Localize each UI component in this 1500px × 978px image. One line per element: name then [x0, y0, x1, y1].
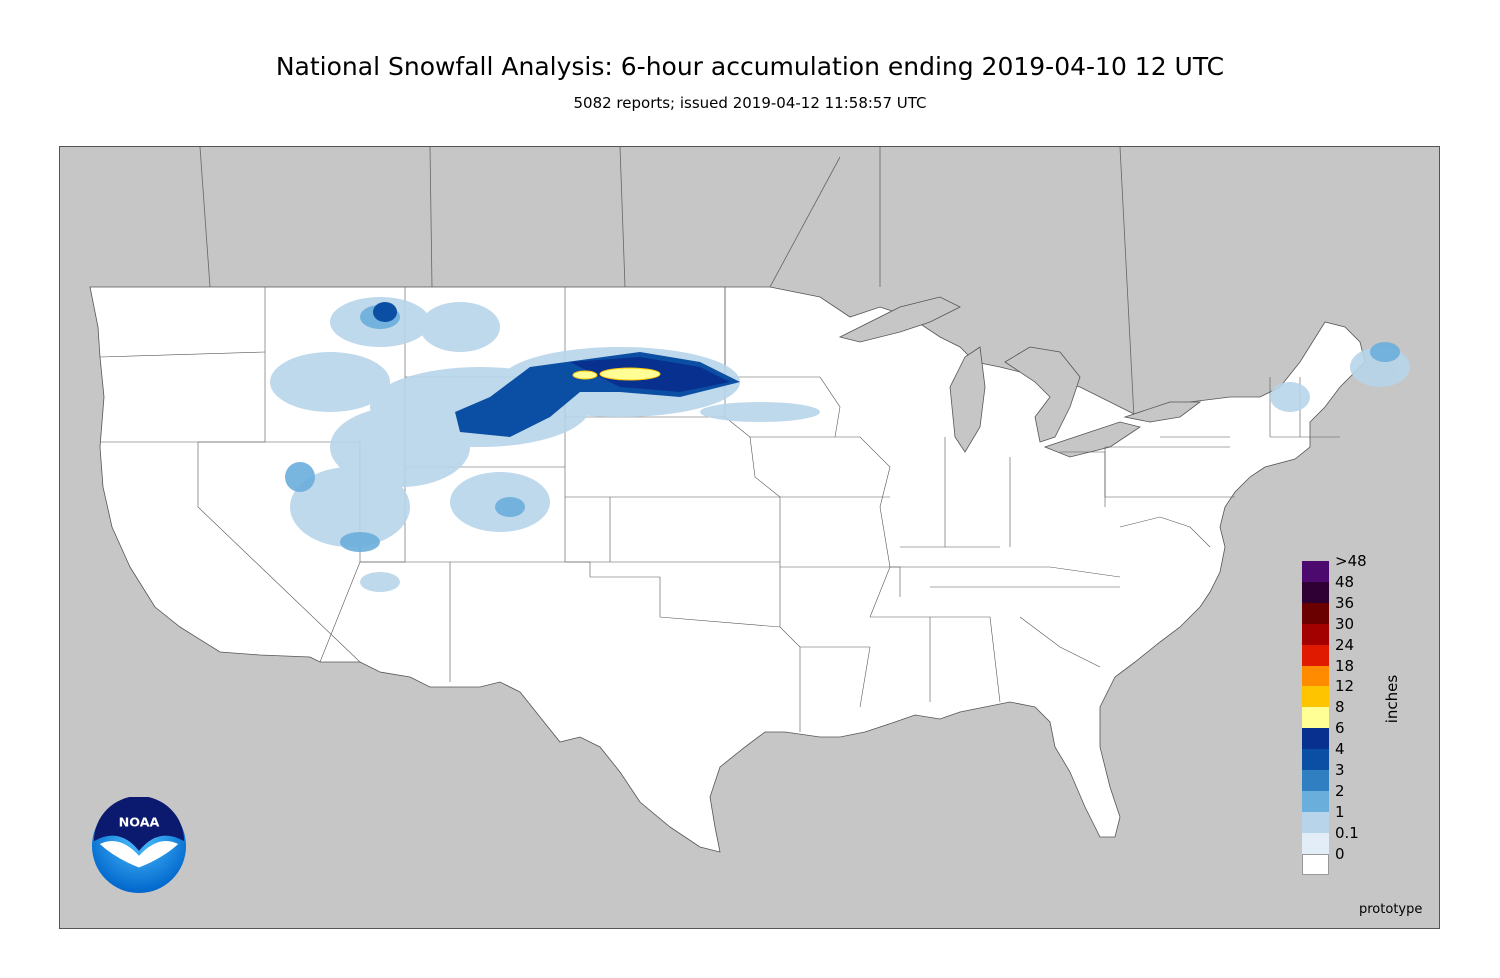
- legend-label-6: 12: [1335, 677, 1355, 696]
- legend-swatch-4: [1302, 644, 1329, 666]
- legend-swatch-3: [1302, 623, 1329, 645]
- legend-label-7: 8: [1335, 698, 1345, 717]
- great-lakes: [838, 296, 1202, 458]
- legend-swatch-8: [1302, 728, 1329, 750]
- legend-label-4: 24: [1335, 635, 1355, 654]
- snowfall-map: [89, 147, 1410, 853]
- legend-label-12: 1: [1335, 802, 1345, 821]
- legend-unit-label: inches: [1383, 674, 1401, 724]
- snowfall-extreme: [572, 367, 661, 381]
- legend-swatch-14: [1302, 853, 1329, 875]
- legend-swatch-9: [1302, 749, 1329, 771]
- legend-swatch-5: [1302, 665, 1329, 687]
- legend-label-8: 6: [1335, 719, 1345, 738]
- legend-label-2: 36: [1335, 593, 1355, 612]
- map-subtitle: 5082 reports; issued 2019-04-12 11:58:57…: [573, 94, 927, 112]
- noaa-logo-text: NOAA: [119, 815, 160, 830]
- legend-swatch-13: [1302, 832, 1329, 854]
- legend-label-14: 0: [1335, 844, 1345, 863]
- legend-swatch-11: [1302, 790, 1329, 812]
- legend-label-5: 18: [1335, 656, 1355, 675]
- legend-swatch-10: [1302, 770, 1329, 791]
- legend-swatch-7: [1302, 707, 1329, 729]
- legend-swatch-12: [1302, 811, 1329, 833]
- legend-label-3: 30: [1335, 614, 1355, 633]
- legend-label-1: 48: [1335, 572, 1355, 591]
- noaa-logo-icon: NOAA: [91, 797, 187, 894]
- prototype-note: prototype: [1359, 902, 1423, 917]
- legend-swatch-0: [1302, 561, 1329, 582]
- legend-swatch-6: [1302, 686, 1329, 708]
- canada-lines: [199, 147, 1136, 438]
- legend-label-0: >48: [1335, 552, 1367, 570]
- legend-label-10: 3: [1335, 761, 1345, 779]
- map-panel: [59, 146, 1440, 929]
- legend-label-13: 0.1: [1335, 823, 1359, 842]
- legend-label-11: 2: [1335, 781, 1345, 800]
- legend-label-9: 4: [1335, 740, 1345, 759]
- map-title: National Snowfall Analysis: 6-hour accum…: [275, 52, 1225, 81]
- legend-swatch-2: [1302, 602, 1329, 624]
- legend-swatch-1: [1302, 581, 1329, 603]
